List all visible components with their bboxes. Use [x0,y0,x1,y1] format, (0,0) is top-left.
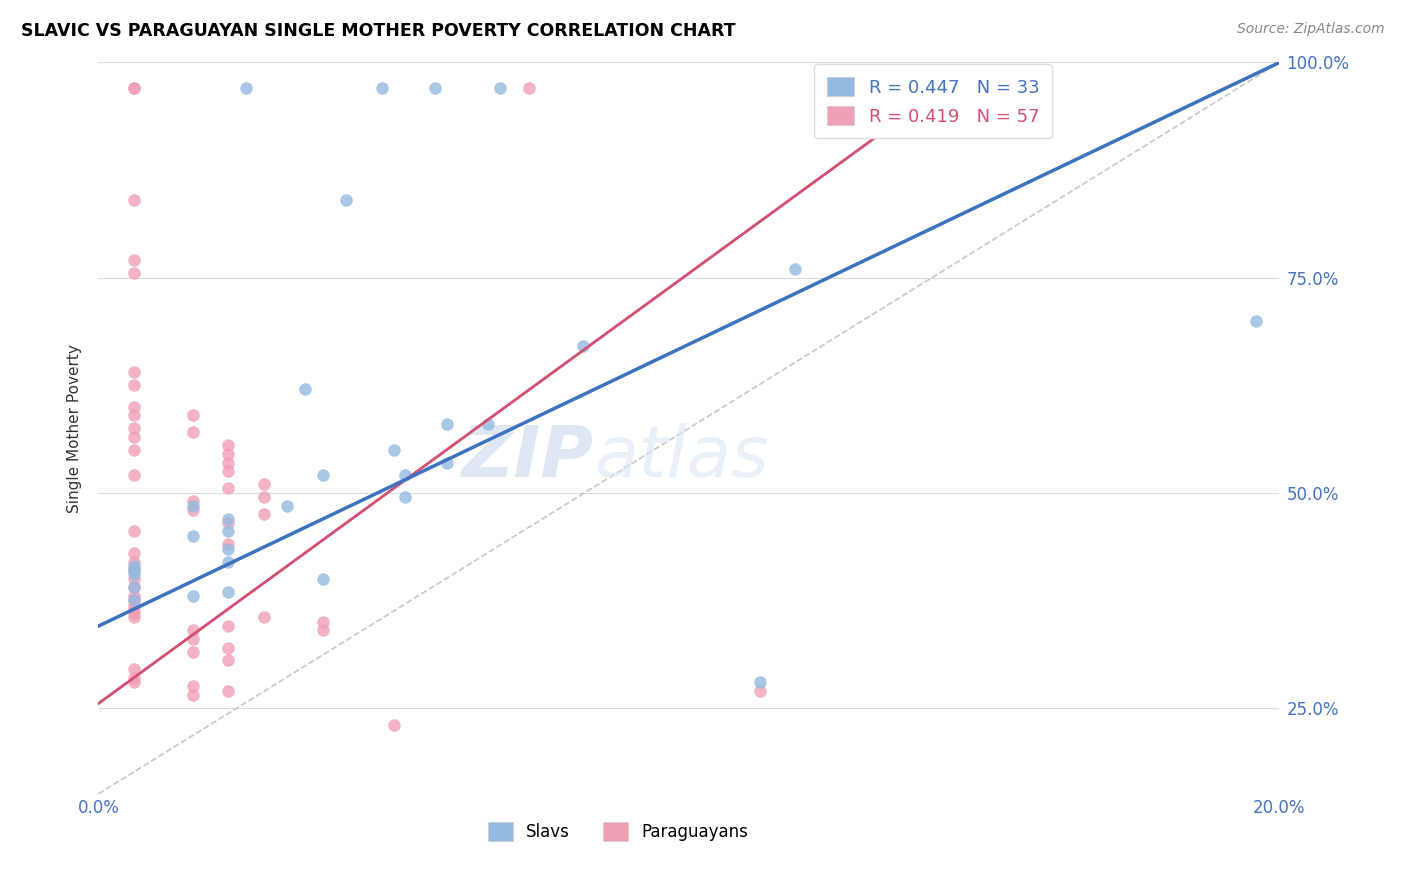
Legend: Slavs, Paraguayans: Slavs, Paraguayans [481,815,755,847]
Text: Source: ZipAtlas.com: Source: ZipAtlas.com [1237,22,1385,37]
Text: ZIP: ZIP [463,423,595,491]
Text: atlas: atlas [595,423,769,491]
Text: SLAVIC VS PARAGUAYAN SINGLE MOTHER POVERTY CORRELATION CHART: SLAVIC VS PARAGUAYAN SINGLE MOTHER POVER… [21,22,735,40]
Y-axis label: Single Mother Poverty: Single Mother Poverty [67,343,83,513]
